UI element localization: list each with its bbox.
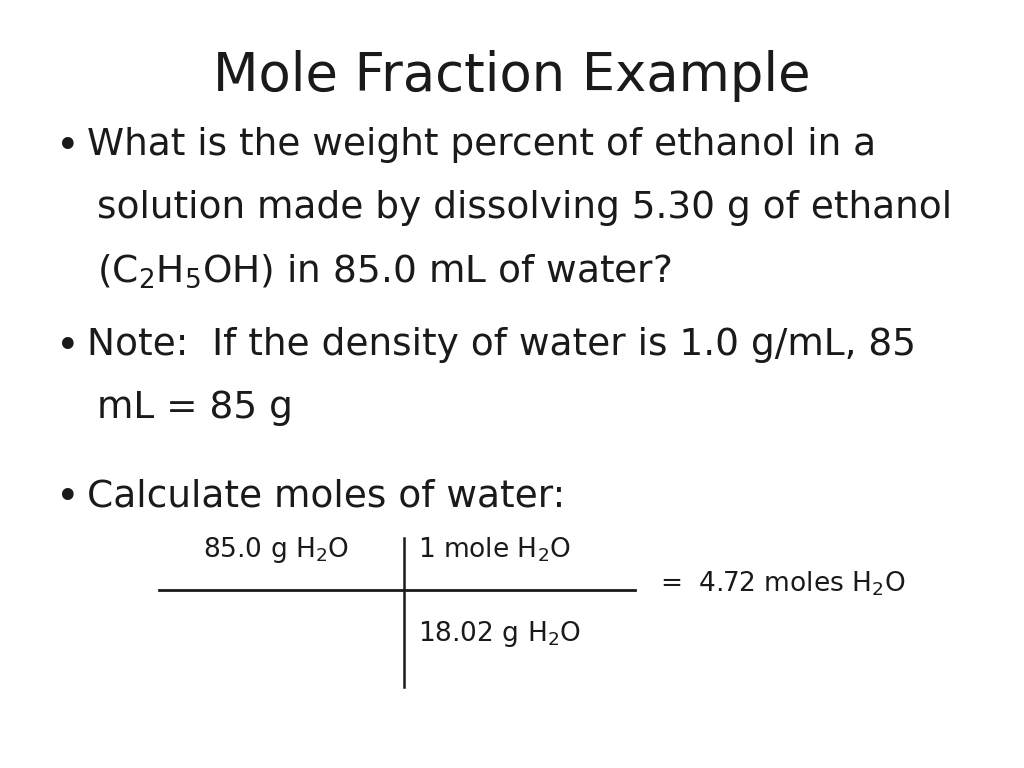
Text: Note:  If the density of water is 1.0 g/mL, 85: Note: If the density of water is 1.0 g/m… bbox=[87, 327, 916, 363]
Text: 1 mole H$_2$O: 1 mole H$_2$O bbox=[418, 535, 570, 564]
Text: Calculate moles of water:: Calculate moles of water: bbox=[87, 478, 565, 515]
Text: 18.02 g H$_2$O: 18.02 g H$_2$O bbox=[418, 619, 581, 650]
Text: What is the weight percent of ethanol in a: What is the weight percent of ethanol in… bbox=[87, 127, 877, 163]
Text: •: • bbox=[56, 127, 80, 167]
Text: •: • bbox=[56, 327, 80, 367]
Text: 85.0 g H$_2$O: 85.0 g H$_2$O bbox=[204, 535, 349, 565]
Text: mL = 85 g: mL = 85 g bbox=[97, 390, 293, 426]
Text: (C$_2$H$_5$OH) in 85.0 mL of water?: (C$_2$H$_5$OH) in 85.0 mL of water? bbox=[97, 253, 672, 290]
Text: •: • bbox=[56, 478, 80, 518]
Text: =  4.72 moles H$_2$O: = 4.72 moles H$_2$O bbox=[660, 569, 906, 598]
Text: solution made by dissolving 5.30 g of ethanol: solution made by dissolving 5.30 g of et… bbox=[97, 190, 952, 226]
Text: Mole Fraction Example: Mole Fraction Example bbox=[213, 50, 811, 102]
